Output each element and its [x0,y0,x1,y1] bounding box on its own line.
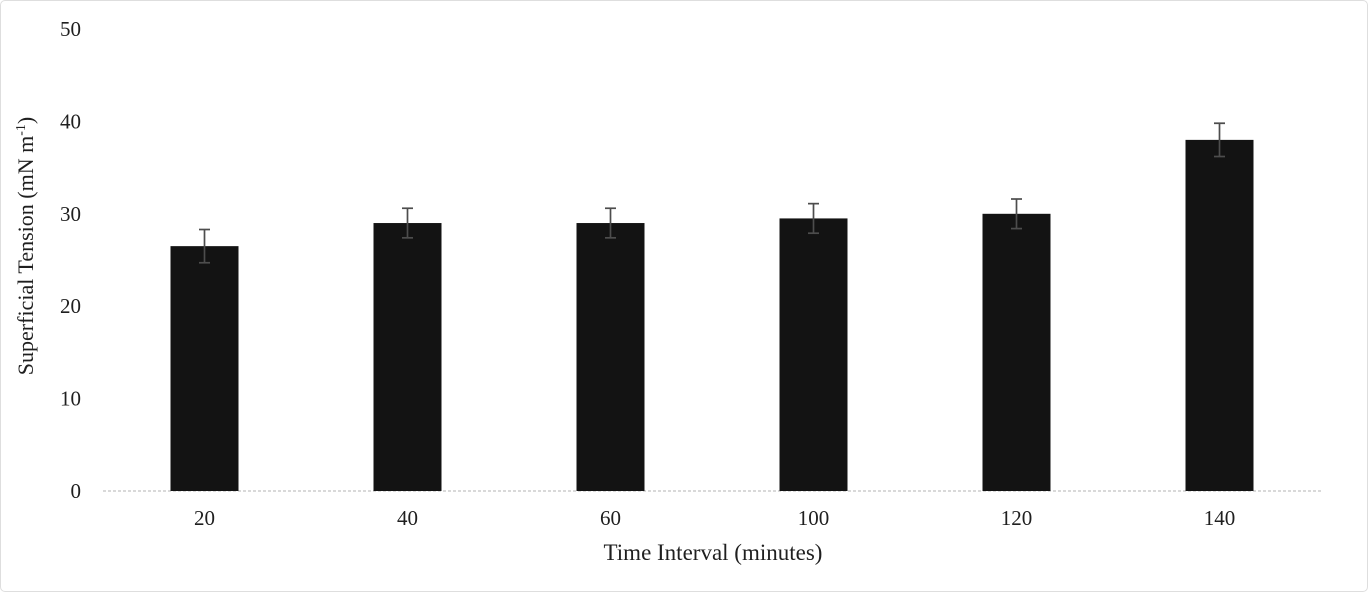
bar [576,223,645,492]
y-tick-label: 0 [71,479,82,503]
bar [779,218,848,492]
bar [373,223,442,492]
bar [1185,139,1254,491]
x-tick-label: 20 [194,506,215,530]
x-tick-label: 60 [600,506,621,530]
x-tick-label: 40 [397,506,418,530]
y-tick-label: 50 [60,17,81,41]
x-tick-label: 120 [1001,506,1033,530]
bar [982,213,1051,492]
x-tick-label: 100 [798,506,830,530]
y-tick-label: 20 [60,294,81,318]
y-tick-label: 40 [60,109,81,133]
y-axis-title: Superficial Tension (mN m-1) [13,117,38,375]
y-tick-label: 30 [60,202,81,226]
x-tick-label: 140 [1204,506,1236,530]
chart-plot-area: 0 10 20 30 40 50 Superficial Tension (mN m-1) 2… [13,17,1321,530]
bar [170,246,239,491]
x-axis-title: Time Interval (minutes) [604,540,823,565]
y-tick-label: 10 [60,387,81,411]
